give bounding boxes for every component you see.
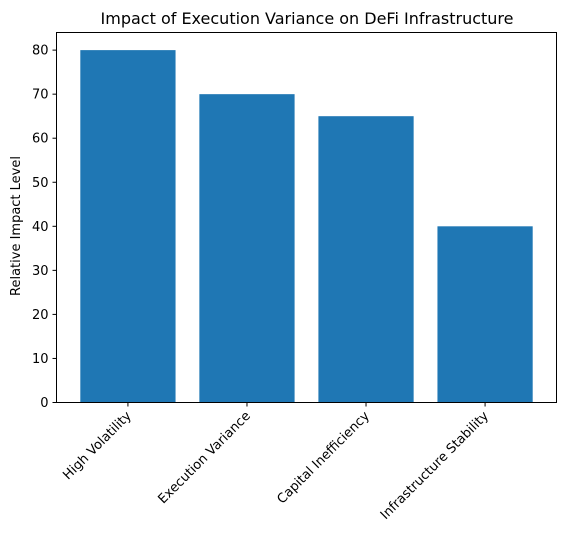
x-axis-ticks: High Volatility Execution Variance Capital… <box>60 402 492 523</box>
bar-execution-variance <box>199 94 295 403</box>
x-tick-label: Execution Variance <box>155 409 253 507</box>
y-axis-label: Relative Impact Level <box>9 156 24 296</box>
y-tick-label: 50 <box>32 176 49 191</box>
y-tick-label: 20 <box>32 308 49 323</box>
x-tick-label: Capital Inefficiency <box>274 409 373 508</box>
bars <box>80 50 533 403</box>
plot-frame <box>56 32 557 403</box>
y-axis-ticks: 0 10 20 30 40 50 60 70 80 <box>32 44 57 411</box>
y-tick-label: 80 <box>32 44 49 59</box>
bar-capital-inefficiency <box>318 116 414 403</box>
x-tick-label: Infrastructure Stability <box>378 409 492 523</box>
y-tick-label: 30 <box>32 264 49 279</box>
chart-title: Impact of Execution Variance on DeFi Inf… <box>101 9 514 28</box>
x-tick-label: High Volatility <box>60 409 135 484</box>
y-tick-label: 40 <box>32 220 49 235</box>
y-tick-label: 0 <box>40 396 48 411</box>
bar-high-volatility <box>80 50 176 403</box>
y-tick-label: 60 <box>32 132 49 147</box>
bar-infrastructure-stability <box>437 226 533 403</box>
y-tick-label: 10 <box>32 352 49 367</box>
plot-area: 0 10 20 30 40 50 60 70 80 High Volatility Executi… <box>32 32 557 523</box>
y-tick-label: 70 <box>32 88 49 103</box>
